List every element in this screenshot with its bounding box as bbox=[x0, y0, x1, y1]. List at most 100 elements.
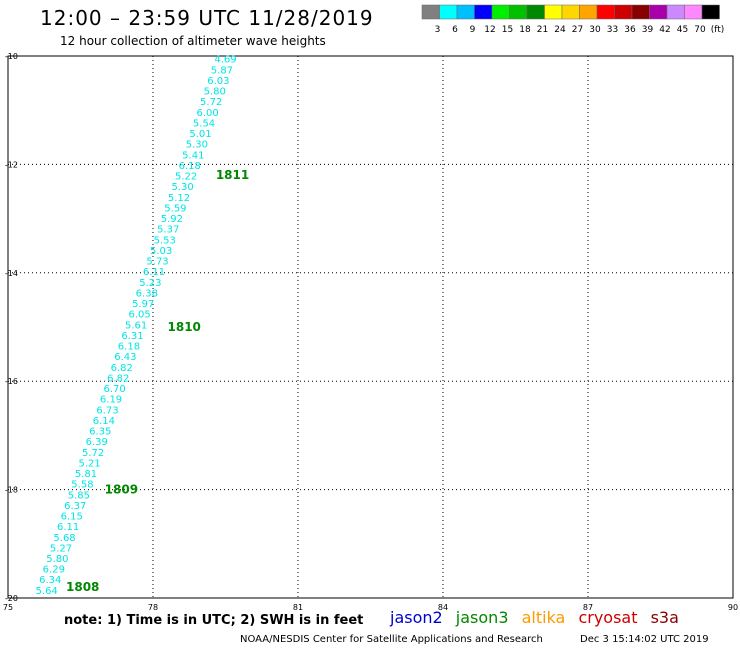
colorbar-label: 45 bbox=[677, 25, 688, 35]
colorbar-label: 24 bbox=[554, 25, 566, 35]
footer-timestamp: Dec 3 15:14:02 UTC 2019 bbox=[580, 634, 709, 645]
swh-value: 6.19 bbox=[100, 395, 122, 406]
swh-value: 6.70 bbox=[103, 384, 125, 395]
colorbar-swatch bbox=[439, 4, 458, 20]
swh-value: 6.03 bbox=[207, 76, 229, 87]
swh-value: 5.72 bbox=[82, 448, 104, 459]
swh-value: 6.39 bbox=[86, 437, 108, 448]
time-label: 1809 bbox=[105, 483, 138, 497]
swh-value: 5.21 bbox=[78, 458, 100, 469]
colorbar-swatch bbox=[509, 4, 528, 20]
swh-value: 5.53 bbox=[154, 235, 176, 246]
colorbar-label: 30 bbox=[589, 25, 601, 35]
swh-value: 5.22 bbox=[175, 172, 197, 183]
colorbar-label: 70 bbox=[694, 25, 706, 35]
swh-value: 6.34 bbox=[39, 575, 61, 586]
page-title: 12:00 – 23:59 UTC 11/28/2019 bbox=[40, 6, 374, 30]
colorbar-swatch bbox=[526, 4, 545, 20]
color-legend: 3 6 9 12 15 18 21 24 27 30 33 36 39 42 45 70 (ft) bbox=[421, 4, 725, 35]
satellite-cryosat: cryosat bbox=[578, 608, 638, 627]
x-tick-label: 81 bbox=[293, 603, 303, 612]
colorbar-label: 3 bbox=[435, 25, 441, 35]
swh-value: 5.27 bbox=[50, 543, 72, 554]
swh-value: 5.80 bbox=[46, 554, 68, 565]
colorbar-label: 12 bbox=[484, 25, 495, 35]
swh-value: 5.73 bbox=[146, 257, 168, 268]
swh-value: 5.37 bbox=[157, 225, 179, 236]
y-tick-label: -12 bbox=[5, 160, 18, 169]
colorbar-label: 21 bbox=[537, 25, 548, 35]
swh-value: 6.05 bbox=[129, 310, 151, 321]
swh-value: 6.14 bbox=[93, 416, 115, 427]
swh-value: 5.54 bbox=[193, 118, 215, 129]
swh-value: 5.80 bbox=[204, 87, 226, 98]
colorbar-swatch bbox=[684, 4, 703, 20]
swh-value: 5.30 bbox=[171, 182, 193, 193]
colorbar-swatch bbox=[491, 4, 510, 20]
swh-value: 5.61 bbox=[125, 320, 147, 331]
map-frame bbox=[7, 55, 734, 599]
x-tick-label: 84 bbox=[438, 603, 448, 612]
colorbar-swatch bbox=[579, 4, 598, 20]
colorbar-swatch bbox=[631, 4, 650, 20]
time-label: 1810 bbox=[168, 320, 201, 334]
colorbar-swatch bbox=[456, 4, 475, 20]
x-tick-label: 75 bbox=[3, 603, 13, 612]
swh-value: 5.03 bbox=[150, 246, 172, 257]
colorbar-label: 6 bbox=[452, 25, 458, 35]
colorbar-label: 39 bbox=[642, 25, 654, 35]
swh-value: 5.81 bbox=[75, 469, 97, 480]
swh-value: 5.12 bbox=[168, 193, 190, 204]
swh-value: 5.01 bbox=[189, 129, 211, 140]
x-tick-label: 90 bbox=[728, 603, 738, 612]
swh-value: 5.23 bbox=[139, 278, 161, 289]
colorbar-label: 9 bbox=[470, 25, 476, 35]
y-tick-label: -14 bbox=[5, 269, 18, 278]
footer-credit: NOAA/NESDIS Center for Satellite Applica… bbox=[240, 634, 543, 645]
colorbar-label: (ft) bbox=[711, 25, 725, 35]
colorbar-swatch bbox=[474, 4, 493, 20]
x-tick-label: 87 bbox=[583, 603, 593, 612]
swh-value: 5.87 bbox=[211, 65, 233, 76]
swh-value: 6.35 bbox=[89, 427, 111, 438]
colorbar-swatch bbox=[596, 4, 615, 20]
swh-value: 6.82 bbox=[111, 363, 133, 374]
colorbar-swatch bbox=[544, 4, 563, 20]
y-tick-label: -20 bbox=[5, 594, 18, 603]
colorbar-swatch bbox=[701, 4, 720, 20]
colorbar-label: 15 bbox=[502, 25, 513, 35]
satellite-legend: jason2 jason3 altika cryosat s3a bbox=[390, 608, 687, 627]
colorbar-label: 27 bbox=[572, 25, 583, 35]
swh-value: 6.18 bbox=[118, 342, 140, 353]
swh-value: 6.00 bbox=[196, 108, 218, 119]
colorbar-label: 42 bbox=[659, 25, 670, 35]
swh-value: 5.59 bbox=[164, 203, 186, 214]
swh-value: 6.11 bbox=[143, 267, 165, 278]
swh-value: 5.97 bbox=[132, 299, 154, 310]
x-tick-label: 78 bbox=[148, 603, 158, 612]
swh-value: 5.64 bbox=[36, 586, 58, 597]
swh-value: 5.72 bbox=[200, 97, 222, 108]
swh-value: 6.11 bbox=[57, 522, 79, 533]
swh-value: 6.82 bbox=[107, 373, 129, 384]
footer-note: note: 1) Time is in UTC; 2) SWH is in fe… bbox=[64, 613, 364, 628]
colorbar-label: 18 bbox=[519, 25, 531, 35]
colorbar-label: 36 bbox=[624, 25, 636, 35]
satellite-altika: altika bbox=[521, 608, 566, 627]
swh-value: 5.68 bbox=[53, 533, 75, 544]
swh-value: 5.41 bbox=[182, 150, 204, 161]
satellite-jason3: jason3 bbox=[455, 608, 509, 627]
page-subtitle: 12 hour collection of altimeter wave hei… bbox=[60, 34, 326, 48]
swh-value: 6.18 bbox=[179, 161, 201, 172]
y-tick-label: -18 bbox=[5, 486, 18, 495]
swh-value: 6.43 bbox=[114, 352, 136, 363]
colorbar-label: 33 bbox=[607, 25, 618, 35]
time-label: 1808 bbox=[66, 580, 99, 594]
swh-value: 6.73 bbox=[96, 405, 118, 416]
swh-value: 6.15 bbox=[61, 512, 83, 523]
colorbar-swatch bbox=[666, 4, 685, 20]
swh-value: 5.58 bbox=[71, 480, 93, 491]
swh-value: 5.30 bbox=[186, 140, 208, 151]
y-tick-label: -10 bbox=[5, 52, 18, 61]
